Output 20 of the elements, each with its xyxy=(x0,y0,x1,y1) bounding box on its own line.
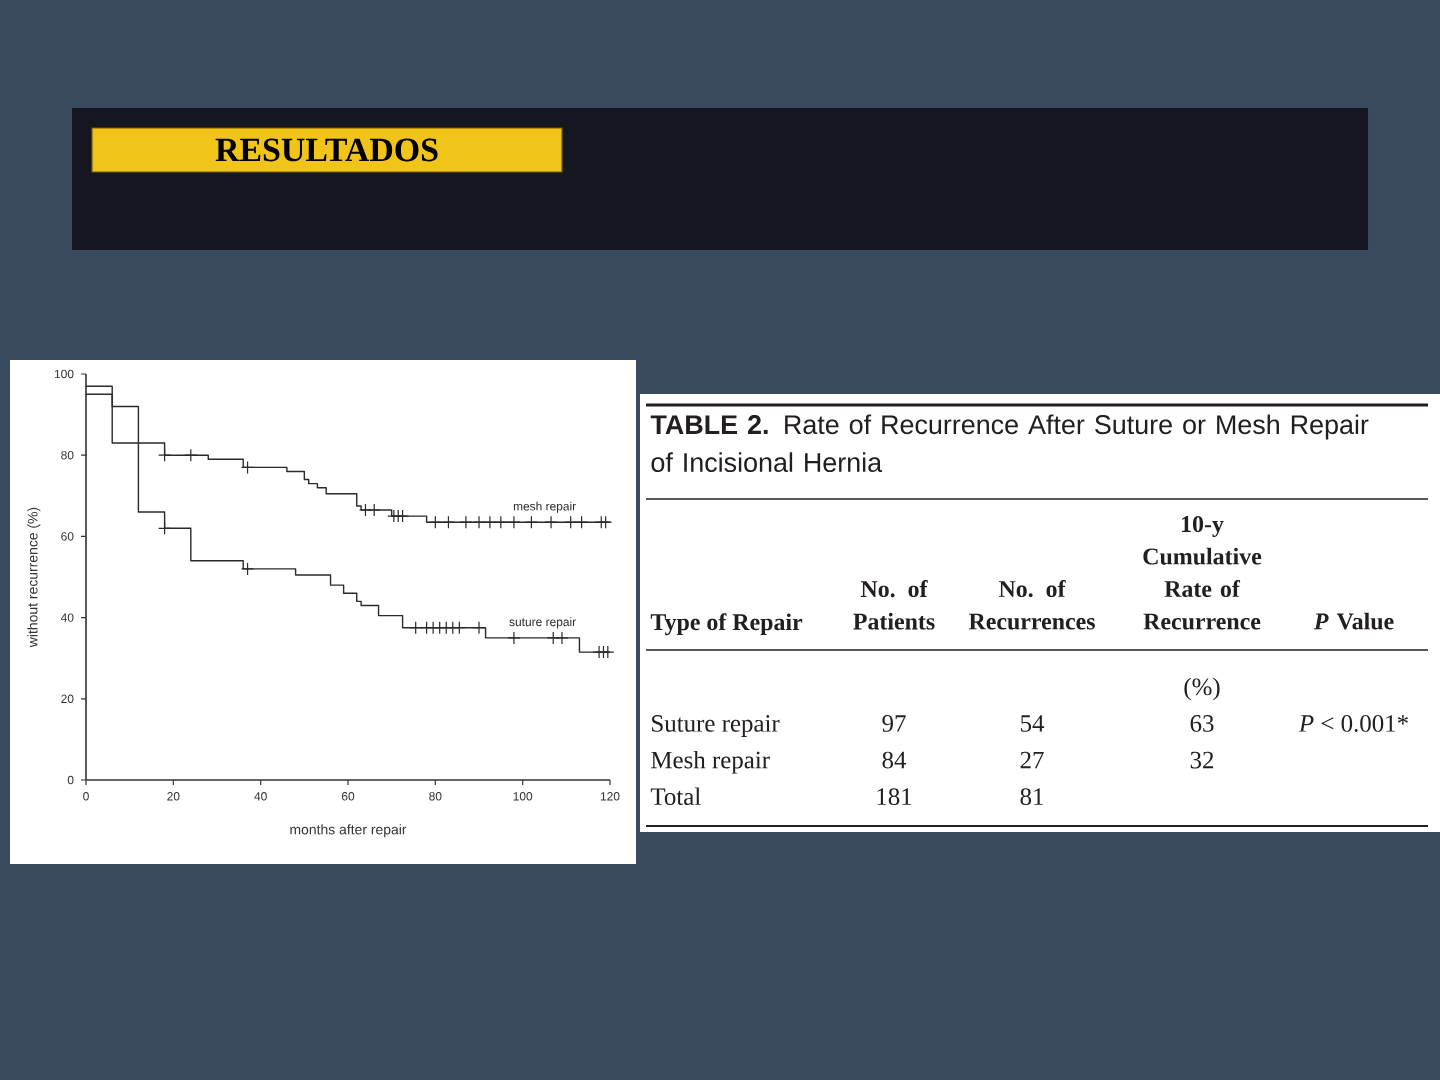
category-label: No. of Patients xyxy=(853,580,935,630)
text: 54 xyxy=(1021,715,1045,732)
text: 81 xyxy=(1020,788,1043,806)
text: 27 xyxy=(1020,751,1044,769)
chart-title: RESULTADOS xyxy=(215,138,438,162)
text: 181 xyxy=(877,788,912,806)
text: TABLE 2. Rate of Recurrence After Suture or Mesh Repair of Incisional Hernia xyxy=(650,414,1369,472)
text: 63 xyxy=(1190,715,1214,732)
category-label: Suture repair xyxy=(652,715,780,737)
text: Type of Repair xyxy=(650,613,803,636)
text: 32 xyxy=(1190,751,1214,769)
category-label: Mesh repair xyxy=(651,750,770,774)
category-label: P Value xyxy=(1313,612,1394,630)
category-label: 10-y Cumulative Rate of Recurrence xyxy=(1143,515,1262,630)
text: P < 0.001* xyxy=(1298,715,1408,732)
category-label: No. of Recurrences xyxy=(968,580,1095,630)
text: 97 xyxy=(882,715,906,732)
text: (%) xyxy=(1184,677,1220,701)
text: 84 xyxy=(882,751,907,769)
category-label: Total xyxy=(650,787,701,806)
